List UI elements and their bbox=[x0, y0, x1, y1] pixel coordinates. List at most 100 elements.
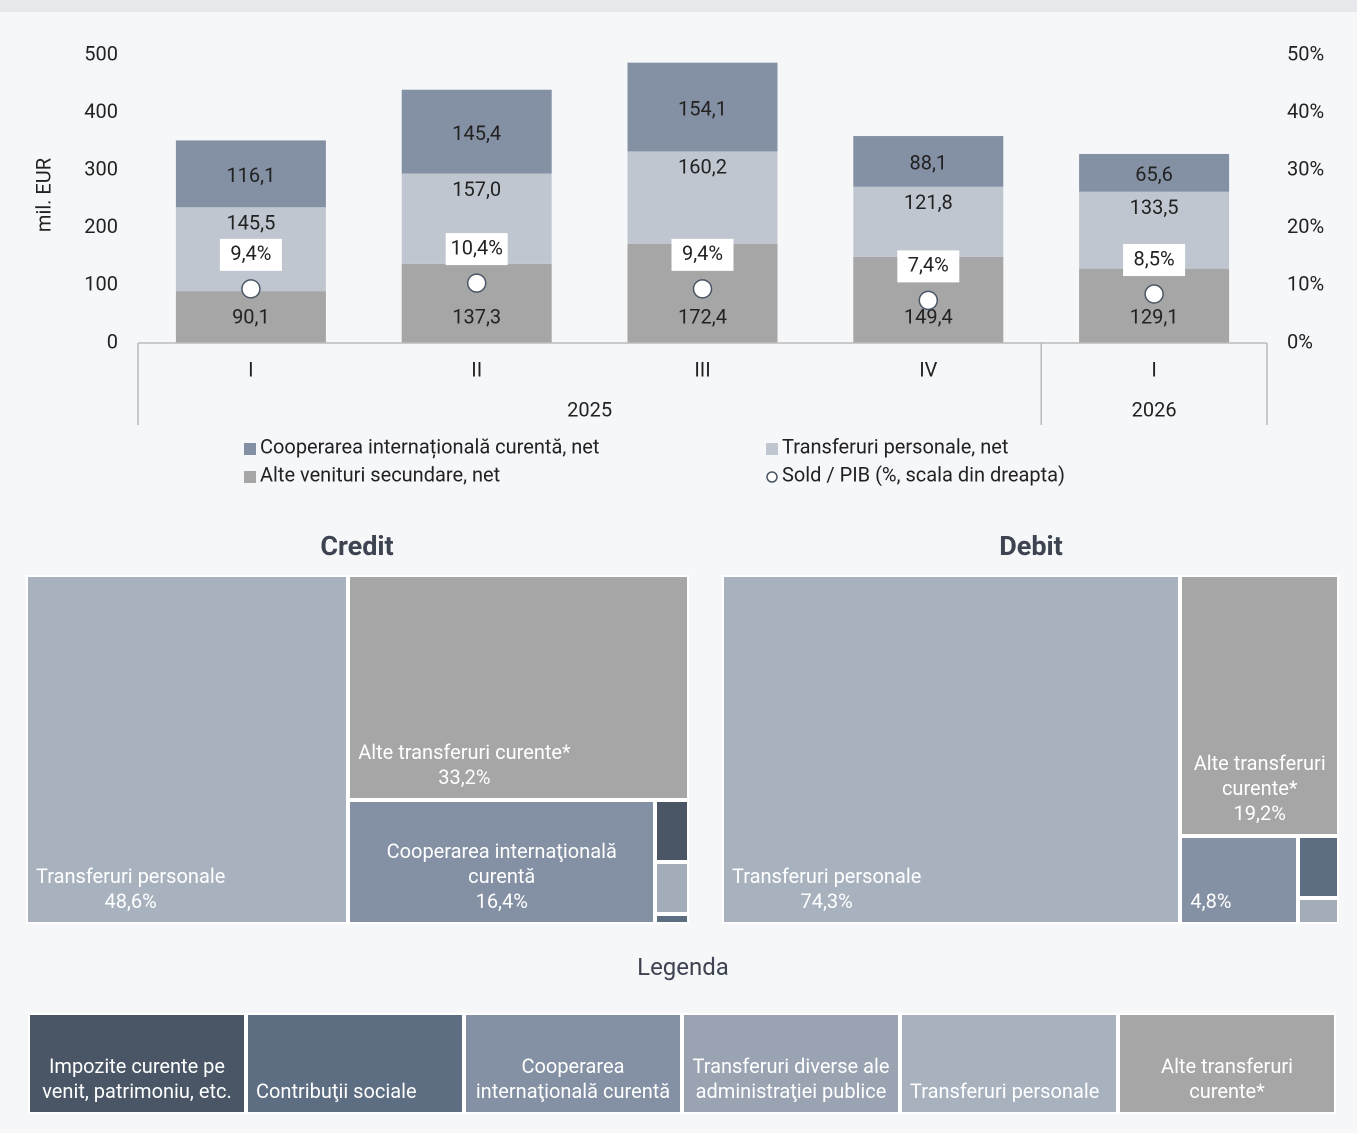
legend-label: Alte venituri secundare, net bbox=[260, 462, 500, 486]
treemap-cell: 4,8% bbox=[1180, 835, 1298, 924]
cell-name: Transferuri personale bbox=[36, 864, 226, 888]
cell-name: Cooperarea internaţională curentă bbox=[386, 838, 617, 888]
data-label: 7,4% bbox=[908, 253, 949, 277]
treemap-title: Debit bbox=[999, 530, 1063, 562]
cell-label: Cooperarea internaţională curentă 16,4% bbox=[358, 839, 645, 914]
cell-value: 19,2% bbox=[1233, 800, 1286, 825]
x-tick-label: I bbox=[248, 357, 253, 381]
legend-name: Cooperarea internaţională curentă bbox=[475, 1054, 671, 1103]
legend-label: Transferuri personale, net bbox=[782, 434, 1008, 458]
x-tick-label: I bbox=[1151, 357, 1156, 381]
treemap-cell: Transferuri personale 74,3% bbox=[722, 575, 1181, 924]
y2-tick-label: 40% bbox=[1287, 99, 1324, 123]
marker bbox=[466, 273, 487, 293]
bar-segment bbox=[627, 151, 778, 244]
data-label: 9,4% bbox=[682, 241, 723, 265]
data-label: 9,4% bbox=[230, 241, 271, 265]
legend-name: Alte transferuri curente* bbox=[1161, 1054, 1293, 1103]
data-label-box bbox=[897, 250, 960, 283]
y-tick-label: 400 bbox=[84, 99, 118, 123]
legend-box: Transferuri personale bbox=[900, 1013, 1118, 1114]
data-label-box bbox=[671, 238, 734, 271]
bar-segment bbox=[627, 62, 778, 152]
data-label: 88,1 bbox=[909, 151, 947, 175]
marker bbox=[1144, 284, 1164, 304]
cell-name: Alte transferuri curente* bbox=[358, 740, 571, 765]
data-label: 145,5 bbox=[226, 211, 275, 235]
cell-name: Alte transferuri curente* bbox=[1193, 750, 1326, 800]
bar-segment bbox=[401, 89, 552, 174]
treemap-cell bbox=[1297, 898, 1339, 924]
data-label: 154,1 bbox=[678, 96, 727, 120]
cell-value: 4,8% bbox=[1190, 888, 1232, 913]
legend-label: Cooperarea internațională curentă, net bbox=[260, 434, 599, 459]
cell-value: 48,6% bbox=[104, 889, 157, 913]
legend-name: Transferuri personale bbox=[910, 1079, 1100, 1103]
y-tick-label: 500 bbox=[84, 41, 118, 65]
legend-box: Transferuri diverse ale administraţiei p… bbox=[682, 1013, 900, 1114]
legend-name: Transferuri diverse ale administraţiei p… bbox=[692, 1054, 890, 1103]
x-tick-label: III bbox=[694, 357, 710, 381]
cell-label: Alte transferuri curente* 19,2% bbox=[1190, 751, 1329, 826]
header-bar bbox=[0, 0, 1357, 12]
x-tick-label: IV bbox=[919, 357, 937, 381]
cell-text: Transferuri personale 48,6% bbox=[36, 864, 225, 914]
marker bbox=[918, 290, 939, 311]
legend-text: Contribuţii sociale bbox=[256, 1079, 417, 1104]
y2-tick-label: 30% bbox=[1287, 156, 1324, 180]
cell-label: Transferuri personale 74,3% bbox=[732, 864, 1170, 914]
y-tick-label: 200 bbox=[84, 214, 118, 238]
data-label: 65,6 bbox=[1135, 162, 1173, 186]
legend-text: Impozite curente pe venit, patrimoniu, e… bbox=[38, 1054, 236, 1104]
treemap-cell bbox=[655, 862, 689, 914]
y2-tick-label: 50% bbox=[1287, 41, 1324, 65]
treemap-cell: Alte transferuri curente* 19,2% bbox=[1180, 575, 1339, 836]
bar-segment bbox=[175, 140, 326, 208]
bar-segment bbox=[1079, 268, 1230, 343]
y2-tick-label: 20% bbox=[1287, 214, 1324, 238]
cell-text: 4,8% bbox=[1190, 889, 1231, 914]
legend-swatch bbox=[244, 471, 256, 483]
cell-text: Cooperarea internaţională curentă 16,4% bbox=[358, 839, 645, 914]
data-label: 90,1 bbox=[232, 304, 270, 328]
legend-text: Alte transferuri curente* bbox=[1128, 1054, 1326, 1104]
legend-text: Transferuri diverse ale administraţiei p… bbox=[692, 1054, 890, 1104]
legend-name: Contribuţii sociale bbox=[256, 1079, 417, 1103]
data-label-box bbox=[219, 238, 282, 271]
legend-box: Contribuţii sociale bbox=[246, 1013, 464, 1114]
y2-tick-label: 10% bbox=[1287, 272, 1324, 296]
treemap-title: Credit bbox=[320, 530, 394, 562]
data-label: 10,4% bbox=[451, 235, 503, 259]
data-label: 172,4 bbox=[678, 304, 727, 328]
treemap-cell bbox=[655, 913, 689, 924]
legend-marker bbox=[766, 471, 778, 483]
legend-label: Impozite curente pe venit, patrimoniu, e… bbox=[38, 1054, 236, 1104]
legend-title: Legenda bbox=[637, 953, 729, 981]
bar-chart: 0 100 200 300 400 500 0% 10% 20% 30% 40% 50% mil. EU… bbox=[31, 41, 1324, 486]
legend-box: Impozite curente pe venit, patrimoniu, e… bbox=[28, 1013, 246, 1114]
y-axis-label: mil. EUR bbox=[31, 158, 55, 232]
legend-swatch bbox=[244, 443, 256, 455]
marker bbox=[241, 279, 261, 299]
x-tick-label: II bbox=[471, 357, 482, 381]
marker bbox=[692, 279, 713, 299]
data-label: 145,4 bbox=[452, 121, 501, 145]
cell-label: Alte transferuri curente* 33,2% bbox=[358, 740, 679, 790]
x-group-label: 2026 bbox=[1132, 397, 1177, 421]
legend-label: Transferuri personale bbox=[910, 1079, 1108, 1104]
y-tick-label: 100 bbox=[84, 272, 118, 296]
legend-label: Contribuţii sociale bbox=[256, 1079, 454, 1104]
data-label-box bbox=[1123, 244, 1186, 277]
treemap-cell: Cooperarea internaţională curentă 16,4% bbox=[348, 800, 656, 924]
data-label: 133,5 bbox=[1130, 195, 1179, 219]
data-label: 116,1 bbox=[226, 163, 275, 187]
data-label: 121,8 bbox=[904, 190, 953, 214]
data-label-box bbox=[445, 233, 508, 266]
cell-text: Alte transferuri curente* 19,2% bbox=[1190, 751, 1329, 826]
legend-label: Alte transferuri curente* bbox=[1128, 1054, 1326, 1104]
treemap-cell: Alte transferuri curente* 33,2% bbox=[348, 575, 689, 801]
legend-name: Impozite curente pe venit, patrimoniu, e… bbox=[42, 1054, 232, 1103]
y-tick-label: 0 bbox=[107, 329, 118, 353]
legend-label: Cooperarea internaţională curentă bbox=[474, 1054, 672, 1104]
